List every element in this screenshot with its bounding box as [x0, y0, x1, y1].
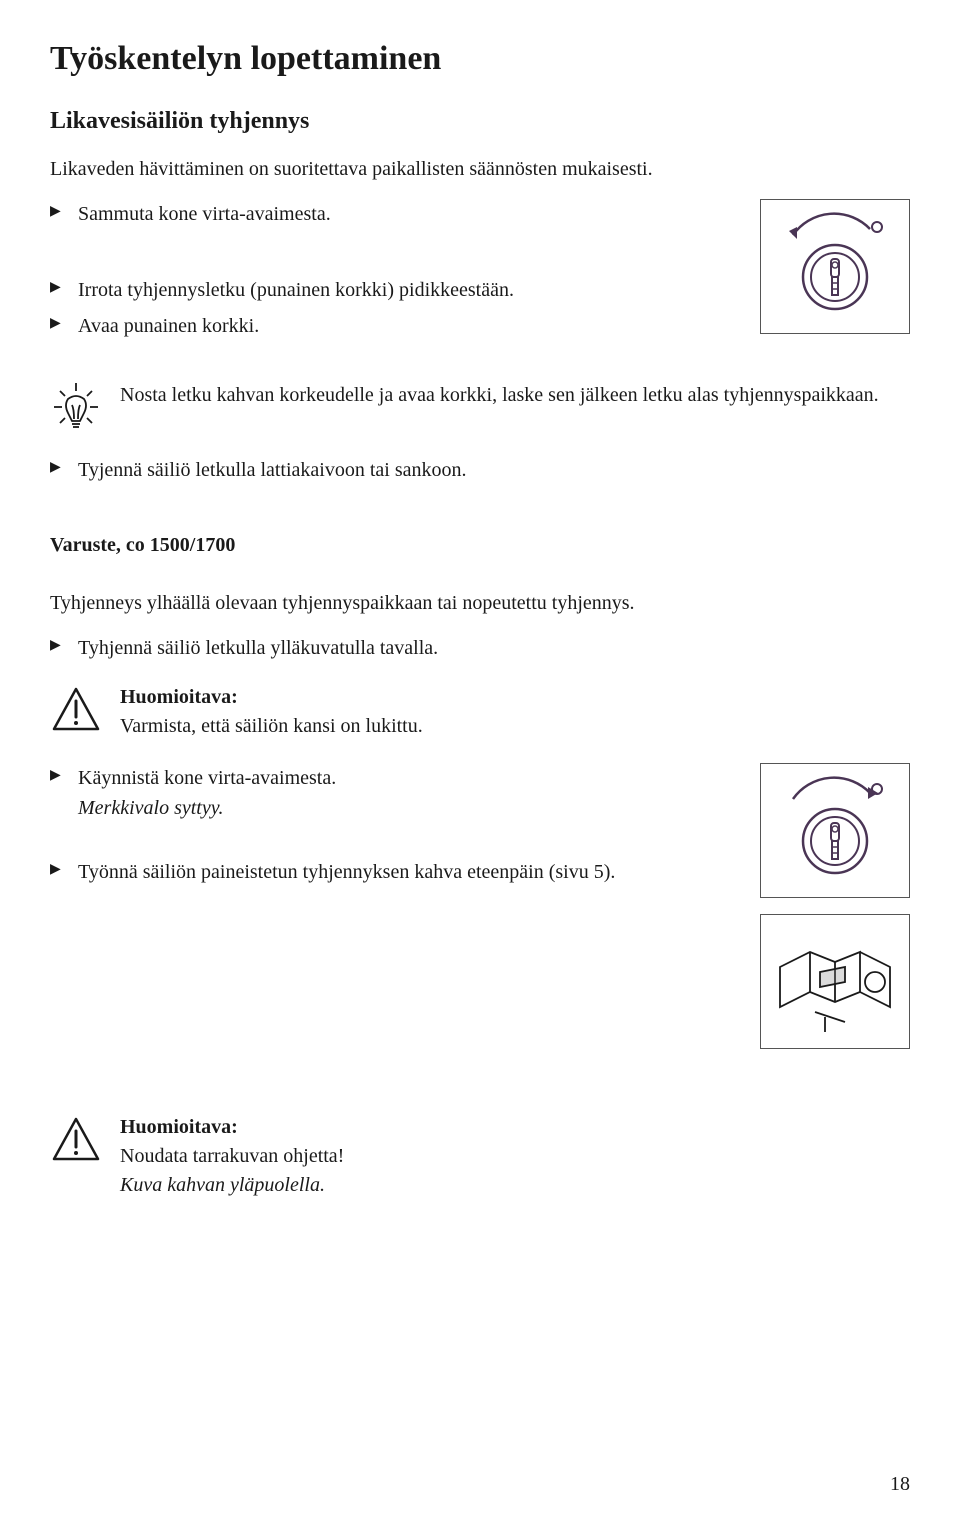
step-row-1: Sammuta kone virta-avaimesta. Irrota tyh… [50, 199, 910, 361]
warning-label: Huomioitava: [120, 683, 910, 712]
section-heading: Likavesisäiliön tyhjennys [50, 108, 910, 135]
warning-text: Noudata tarrakuvan ohjetta! [120, 1142, 910, 1171]
warning-text: Varmista, että säiliön kansi on lukittu. [120, 712, 910, 741]
step-item: Käynnistä kone virta-avaimesta. Merkkiva… [50, 763, 740, 823]
warning-row-1: Huomioitava: Varmista, että säiliön kans… [50, 683, 910, 741]
key-switch-illustration [760, 199, 910, 334]
warning-row-2: Huomioitava: Noudata tarrakuvan ohjetta!… [50, 1113, 910, 1200]
page-number: 18 [890, 1473, 910, 1496]
step-item: Irrota tyhjennysletku (punainen korkki) … [50, 275, 740, 305]
mechanism-illustration [760, 914, 910, 1049]
warning-icon [50, 683, 102, 735]
warning-icon [50, 1113, 102, 1165]
step-item: Avaa punainen korkki. [50, 311, 740, 341]
warning-label: Huomioitava: [120, 1113, 910, 1142]
step-item: Tyjennä säiliö letkulla lattiakaivoon ta… [50, 455, 910, 485]
step-item: Sammuta kone virta-avaimesta. [50, 199, 740, 229]
key-switch-illustration-2 [760, 763, 910, 898]
subsection-heading: Varuste, co 1500/1700 [50, 531, 910, 559]
tip-row: Nosta letku kahvan korkeudelle ja avaa k… [50, 381, 910, 433]
step-note: Merkkivalo syttyy. [78, 797, 224, 819]
lightbulb-icon [50, 381, 102, 433]
step-item: Työnnä säiliön paineistetun tyhjennyksen… [50, 857, 740, 887]
subsection-text: Tyhjenneys ylhäällä olevaan tyhjennyspai… [50, 589, 910, 617]
step-item: Tyhjennä säiliö letkulla ylläkuvatulla t… [50, 633, 910, 663]
step-row-6: Käynnistä kone virta-avaimesta. Merkkiva… [50, 763, 910, 1049]
intro-paragraph: Likaveden hävittäminen on suoritettava p… [50, 155, 910, 183]
page-title: Työskentelyn lopettaminen [50, 40, 910, 78]
tip-text: Nosta letku kahvan korkeudelle ja avaa k… [120, 381, 910, 410]
warning-note: Kuva kahvan yläpuolella. [120, 1171, 910, 1200]
